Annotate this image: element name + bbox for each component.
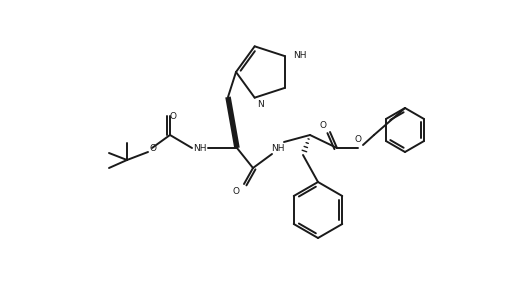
Text: O: O [169,111,176,121]
Text: O: O [320,121,327,130]
Text: O: O [233,187,240,196]
Text: N: N [257,100,264,109]
Text: NH: NH [293,51,307,60]
Text: NH: NH [271,143,285,153]
Text: NH: NH [193,143,207,153]
Text: O: O [354,135,362,144]
Text: O: O [150,143,156,153]
